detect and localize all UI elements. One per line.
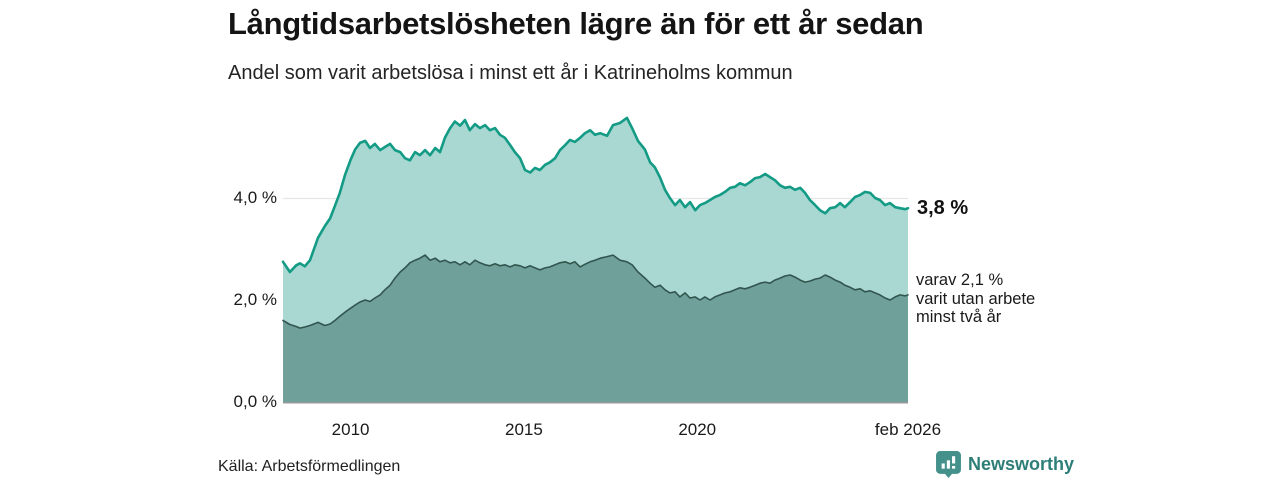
x-tick-label: 2020 bbox=[678, 420, 717, 439]
area-unemployed-one-year bbox=[283, 117, 908, 403]
y-tick-label: 0,0 % bbox=[233, 392, 277, 411]
gridlines bbox=[283, 197, 908, 302]
end-value-label-two-years: varav 2,1 % varit utan arbete minst två … bbox=[916, 271, 1035, 327]
end-note-line2: varit utan arbete bbox=[916, 289, 1036, 308]
bar-chart-pin-icon bbox=[936, 451, 961, 483]
line-unemployed-two-years bbox=[282, 254, 909, 329]
line-unemployed-one-year bbox=[281, 116, 910, 274]
brand-name: Newsworthy bbox=[968, 454, 1075, 474]
end-note-line1: varav 2,1 % bbox=[916, 271, 1004, 289]
y-tick-label: 2,0 % bbox=[233, 290, 277, 309]
end-note-line3: minst två år bbox=[916, 308, 1002, 327]
source-attribution: Källa: Arbetsförmedlingen bbox=[218, 458, 401, 475]
x-tick-label: 2010 bbox=[331, 420, 370, 439]
page-title: Långtidsarbetslösheten lägre än för ett … bbox=[228, 6, 924, 41]
area-unemployed-two-years bbox=[283, 255, 908, 402]
x-tick-label: feb 2026 bbox=[874, 420, 942, 439]
chart-subtitle: Andel som varit arbetslösa i minst ett å… bbox=[228, 62, 793, 84]
end-value-label-total: 3,8 % bbox=[917, 197, 969, 219]
x-tick-label: 2015 bbox=[504, 420, 543, 439]
y-tick-label: 4,0 % bbox=[233, 188, 277, 207]
newsworthy-logo[interactable]: Newsworthy bbox=[936, 451, 1074, 479]
